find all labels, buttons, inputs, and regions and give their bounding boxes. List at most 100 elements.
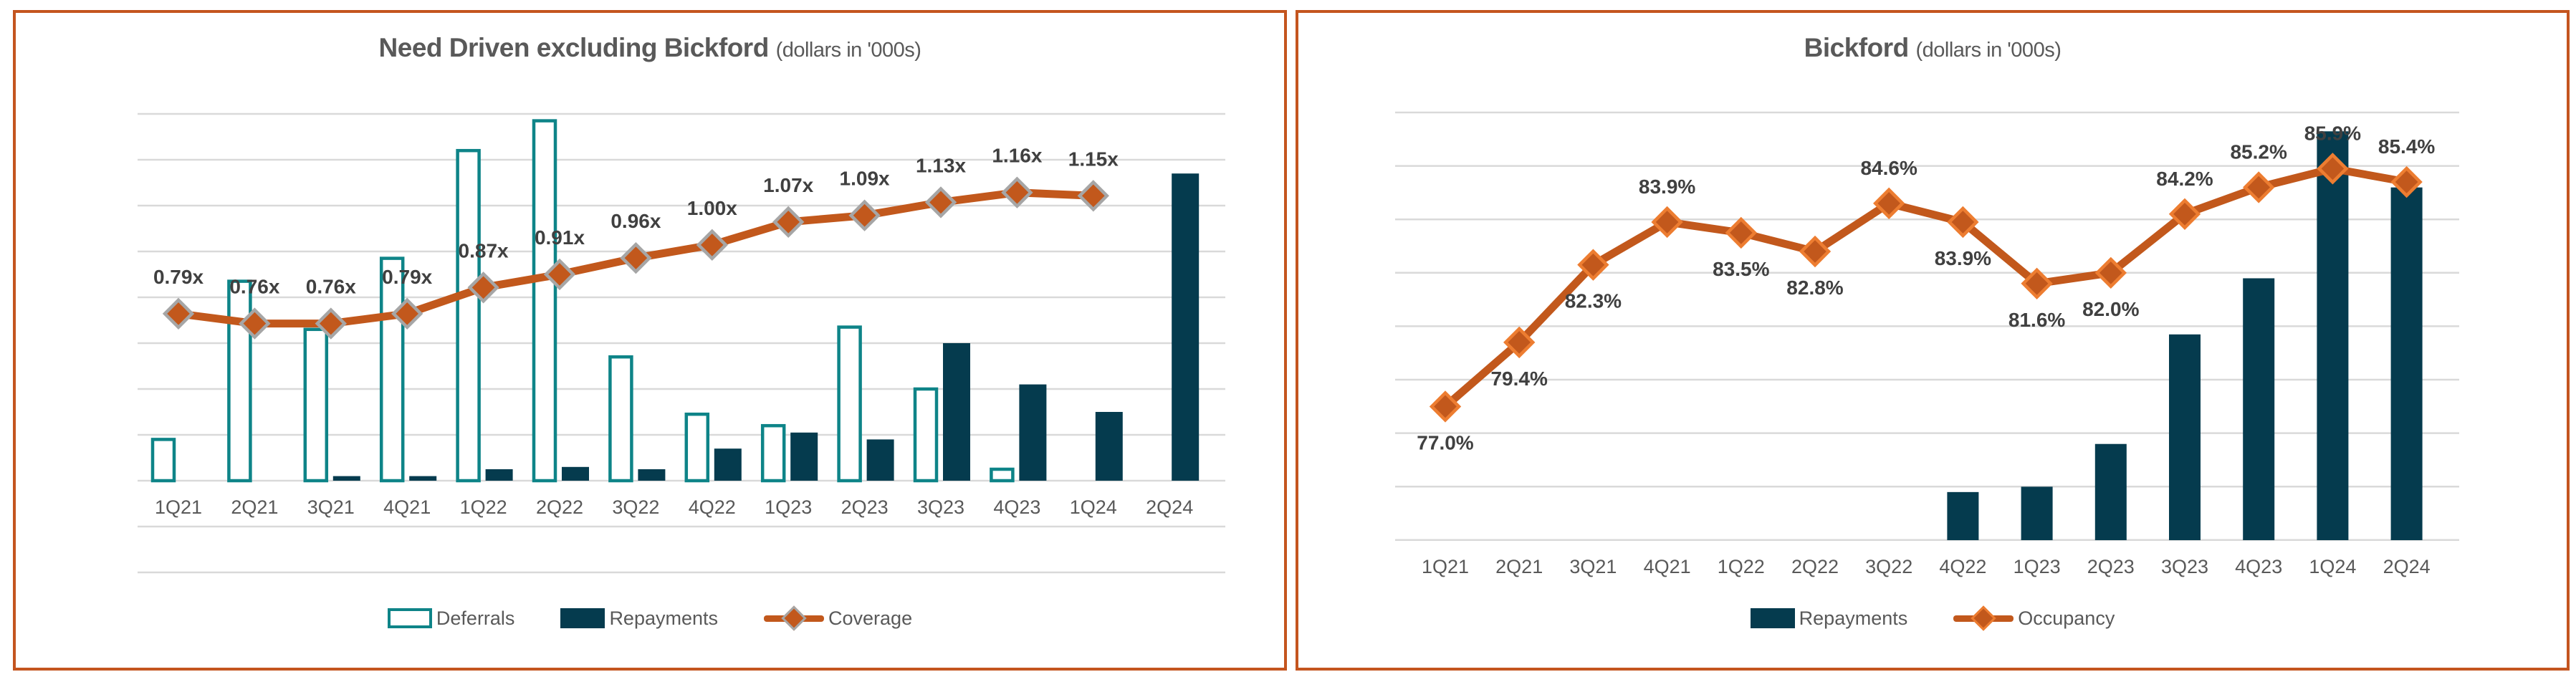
repayments-bar bbox=[943, 343, 970, 481]
coverage-marker bbox=[1001, 176, 1033, 208]
x-axis-label: 1Q22 bbox=[1718, 556, 1765, 577]
x-axis-label: 1Q23 bbox=[2014, 556, 2061, 577]
x-axis-label: 4Q22 bbox=[689, 496, 736, 518]
coverage-marker bbox=[543, 258, 576, 291]
legend-item-deferrals: Deferrals bbox=[387, 607, 515, 630]
deferrals-bar bbox=[990, 467, 1015, 483]
coverage-data-label: 1.00x bbox=[687, 197, 737, 219]
x-axis-label: 4Q23 bbox=[993, 496, 1040, 518]
occupancy-data-label: 79.4% bbox=[1490, 368, 1547, 390]
occupancy-marker bbox=[2390, 165, 2423, 198]
legend-label: Occupancy bbox=[2018, 607, 2115, 629]
outline-bar-swatch bbox=[387, 608, 432, 628]
repayments-bar bbox=[2094, 443, 2127, 540]
occupancy-data-label: 84.2% bbox=[2156, 168, 2213, 190]
repayments-bar bbox=[1172, 173, 1200, 481]
deferrals-bar bbox=[837, 325, 862, 483]
coverage-marker bbox=[620, 241, 652, 274]
x-axis-label: 3Q23 bbox=[917, 496, 964, 518]
repayments-bar bbox=[332, 476, 360, 481]
occupancy-marker bbox=[2094, 256, 2127, 289]
coverage-data-label: 0.76x bbox=[229, 276, 279, 298]
occupancy-data-label: 85.2% bbox=[2230, 140, 2287, 163]
repayments-bar bbox=[866, 439, 894, 481]
coverage-marker bbox=[848, 199, 881, 231]
bickford-chart-panel: Bickford (dollars in '000s) 77.0% 79.4% 82… bbox=[1296, 10, 2570, 671]
legend-item-repayments: Repayments bbox=[560, 607, 718, 630]
repayments-bar bbox=[1095, 412, 1123, 481]
coverage-marker bbox=[1077, 180, 1109, 212]
occupancy-data-label: 85.4% bbox=[2378, 135, 2435, 158]
solid-bar-swatch bbox=[560, 608, 605, 628]
chart-title-main: Bickford bbox=[1804, 33, 1910, 62]
chart-title: Bickford (dollars in '000s) bbox=[1298, 33, 2567, 63]
repayments-bar bbox=[2390, 187, 2423, 540]
legend-label: Deferrals bbox=[436, 607, 515, 629]
x-axis-label: 2Q23 bbox=[2087, 556, 2135, 577]
repayments-bar bbox=[2317, 131, 2349, 540]
x-axis-label: 2Q22 bbox=[536, 496, 583, 518]
chart-title-main: Need Driven excluding Bickford bbox=[378, 33, 770, 62]
x-axis-label: 4Q23 bbox=[2235, 556, 2282, 577]
coverage-data-label: 0.76x bbox=[306, 276, 356, 298]
legend-label: Repayments bbox=[1799, 607, 1908, 629]
occupancy-marker bbox=[1799, 235, 1832, 268]
chart-title: Need Driven excluding Bickford (dollars … bbox=[16, 33, 1284, 63]
occupancy-marker bbox=[2243, 171, 2275, 203]
x-axis-label: 1Q24 bbox=[2309, 556, 2356, 577]
coverage-data-label: 0.79x bbox=[153, 266, 204, 288]
x-axis-label: 4Q21 bbox=[383, 496, 431, 518]
repayments-bar bbox=[1019, 384, 1047, 481]
deferrals-bar bbox=[303, 327, 329, 483]
coverage-marker bbox=[772, 206, 805, 239]
coverage-data-label: 1.09x bbox=[840, 168, 890, 190]
legend-label: Coverage bbox=[828, 607, 913, 629]
occupancy-data-label: 82.3% bbox=[1565, 290, 1622, 312]
repayments-bar bbox=[2169, 334, 2201, 540]
need-driven-chart-panel: Need Driven excluding Bickford (dollars … bbox=[13, 10, 1287, 671]
occupancy-data-label: 83.5% bbox=[1713, 258, 1769, 280]
occupancy-marker bbox=[1577, 249, 1609, 281]
coverage-marker bbox=[391, 297, 423, 330]
chart-subtitle: (dollars in '000s) bbox=[775, 39, 921, 62]
legend-item-repayments: Repayments bbox=[1750, 607, 1908, 630]
repayments-bar bbox=[485, 469, 513, 481]
occupancy-marker bbox=[1429, 390, 1462, 423]
x-axis-label: 2Q22 bbox=[1791, 556, 1839, 577]
x-axis-label: 2Q21 bbox=[1495, 556, 1543, 577]
occupancy-data-label: 84.6% bbox=[1860, 157, 1917, 179]
occupancy-marker bbox=[1651, 206, 1683, 239]
deferrals-bar bbox=[608, 355, 633, 483]
occupancy-data-label: 83.9% bbox=[1639, 176, 1695, 198]
x-axis-label: 2Q21 bbox=[231, 496, 278, 518]
x-axis-label: 3Q21 bbox=[1569, 556, 1617, 577]
occupancy-data-label: 85.9% bbox=[2304, 122, 2361, 144]
occupancy-data-label: 77.0% bbox=[1417, 431, 1473, 453]
coverage-data-label: 0.87x bbox=[459, 239, 509, 261]
coverage-marker bbox=[239, 307, 271, 340]
deferrals-bar bbox=[456, 148, 481, 483]
occupancy-marker bbox=[1947, 206, 1979, 239]
occupancy-data-label: 82.8% bbox=[1786, 277, 1843, 299]
x-axis-label: 1Q23 bbox=[765, 496, 812, 518]
x-axis-label: 3Q22 bbox=[1865, 556, 1912, 577]
coverage-marker bbox=[162, 297, 195, 330]
occupancy-data-label: 81.6% bbox=[2008, 309, 2065, 331]
occupancy-data-label: 82.0% bbox=[2082, 298, 2139, 320]
legend-item-coverage: Coverage bbox=[764, 605, 913, 631]
x-axis-label: 3Q21 bbox=[307, 496, 355, 518]
deferrals-bar bbox=[150, 438, 176, 483]
occupancy-marker bbox=[1873, 187, 1905, 220]
coverage-marker bbox=[696, 229, 728, 261]
legend-diamond-icon bbox=[781, 605, 807, 631]
repayments-bar bbox=[1947, 491, 1979, 540]
coverage-data-label: 1.15x bbox=[1068, 148, 1119, 170]
repayments-bar bbox=[638, 469, 666, 481]
coverage-marker bbox=[467, 272, 499, 304]
deferrals-bar bbox=[532, 119, 557, 483]
x-axis-label: 3Q23 bbox=[2161, 556, 2208, 577]
occupancy-marker bbox=[1503, 326, 1536, 359]
deferrals-bar bbox=[760, 423, 786, 483]
x-axis-label: 2Q24 bbox=[2383, 556, 2431, 577]
legend-item-occupancy: Occupancy bbox=[1953, 605, 2115, 631]
